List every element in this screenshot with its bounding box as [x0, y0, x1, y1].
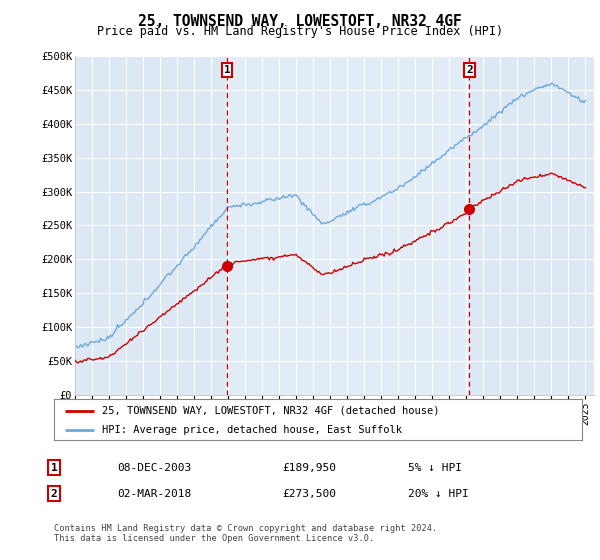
Text: Price paid vs. HM Land Registry's House Price Index (HPI): Price paid vs. HM Land Registry's House …	[97, 25, 503, 38]
Text: 5% ↓ HPI: 5% ↓ HPI	[408, 463, 462, 473]
Text: 1: 1	[50, 463, 58, 473]
Text: 25, TOWNSEND WAY, LOWESTOFT, NR32 4GF: 25, TOWNSEND WAY, LOWESTOFT, NR32 4GF	[138, 14, 462, 29]
Text: Contains HM Land Registry data © Crown copyright and database right 2024.
This d: Contains HM Land Registry data © Crown c…	[54, 524, 437, 543]
Text: 25, TOWNSEND WAY, LOWESTOFT, NR32 4GF (detached house): 25, TOWNSEND WAY, LOWESTOFT, NR32 4GF (d…	[101, 405, 439, 416]
Text: 20% ↓ HPI: 20% ↓ HPI	[408, 489, 469, 499]
Text: 08-DEC-2003: 08-DEC-2003	[117, 463, 191, 473]
Text: HPI: Average price, detached house, East Suffolk: HPI: Average price, detached house, East…	[101, 424, 401, 435]
Bar	[227, 56, 469, 395]
Text: 2: 2	[466, 64, 473, 74]
Text: £273,500: £273,500	[282, 489, 336, 499]
Text: 2: 2	[50, 489, 58, 499]
Text: 1: 1	[224, 64, 230, 74]
Text: £189,950: £189,950	[282, 463, 336, 473]
Text: 02-MAR-2018: 02-MAR-2018	[117, 489, 191, 499]
